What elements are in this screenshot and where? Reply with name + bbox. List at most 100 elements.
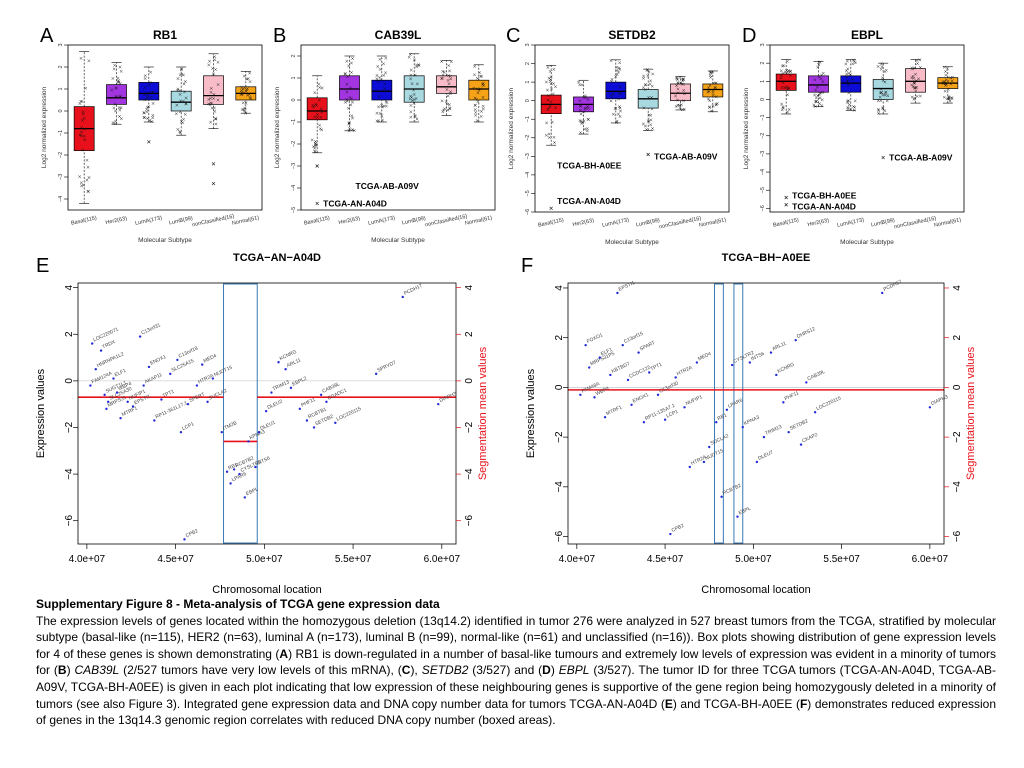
x-axis-label: Molecular Subtype [371,237,425,244]
sample-point [149,120,153,123]
caption-gene-d: EBPL [558,663,590,678]
sample-point [448,106,452,110]
sample-point [815,100,818,104]
sample-point [412,98,416,102]
sample-point [578,99,582,103]
sample-point [578,104,582,108]
sample-point [582,119,586,123]
gene-point [115,391,119,394]
sample-point [209,90,213,94]
sample-point [583,106,587,110]
sample-point [847,71,851,75]
sample-point [79,56,83,60]
sample-point [711,88,715,92]
sample-point [706,97,710,101]
sample-point [248,80,252,84]
sample-point [143,115,146,119]
scatter-tcga-bh-a0ee: TCGA−BH−A0EEFAM48AFOXO1MRPS31P5WBP4ELF1M… [525,252,977,596]
sample-point [82,116,86,120]
sample-point [87,176,91,179]
sample-point [585,127,589,131]
gene-point [179,430,183,434]
sample-point [579,112,583,116]
x-axis-label: Molecular Subtype [605,239,659,246]
sample-point [475,87,479,91]
y-tick-label: −6 [554,530,565,542]
sample-point [680,103,683,107]
sample-point [207,63,211,67]
gene-point [119,416,122,420]
sample-point [473,103,477,107]
outlier-point [211,162,216,166]
sample-point [944,78,948,82]
sample-point [114,119,118,123]
y-axis-label: Log2 normalized expression [41,86,48,168]
sample-point [375,111,379,115]
sample-point [413,58,416,62]
sample-point [683,92,686,96]
gene-point [105,407,108,411]
sample-point [647,96,651,99]
y-tick-label: 2 [760,62,766,65]
sample-point [246,93,250,97]
sample-point [375,74,379,77]
sample-point [179,68,183,72]
gene-point [720,495,723,498]
sample-point [449,60,453,64]
sample-point [143,86,147,90]
sample-point [316,113,319,117]
sample-point [151,113,155,117]
category-label: nonClassified(16) [659,216,702,231]
category-label: nonClassified(16) [192,214,235,229]
sample-point [116,80,120,84]
sample-point [779,69,783,73]
sample-point [446,102,450,106]
sample-point [845,72,849,76]
category-label: LumB(99) [636,218,661,229]
outlier-point [147,140,151,144]
sample-point [145,107,149,111]
y-tick-label: −2 [525,135,531,141]
y2-tick-label: 4 [464,284,475,290]
category-label: LumA(173) [368,215,396,227]
sample-point [142,93,146,97]
plot-frame [567,282,945,545]
gene-label: ENOX1 [632,392,650,405]
sample-point [243,106,247,110]
box-0 [775,73,797,91]
gene-point [715,421,718,424]
sample-point [714,81,718,85]
sample-point [619,109,622,113]
sample-point [446,94,450,98]
sample-point [345,90,349,94]
sample-point [554,85,557,89]
sample-point [910,83,914,87]
sample-point [178,89,182,93]
y-tick-label: 0 [760,98,766,101]
gene-point [106,400,110,404]
sample-point [547,106,551,110]
gene-point [254,465,257,469]
gene-point [243,496,247,499]
y-tick-label: 0 [554,384,565,390]
sample-point [350,97,353,101]
sample-point [311,103,315,107]
y-tick-label: −1 [760,114,766,120]
sample-point [86,165,90,169]
gene-point [881,291,884,295]
sample-point [413,114,417,117]
sample-point [678,75,682,79]
sample-point [345,82,349,86]
sample-point [348,96,352,100]
sample-point [480,74,483,78]
gene-point [730,363,734,367]
sample-point [409,103,413,107]
sample-point [681,78,685,82]
sample-point [546,108,550,112]
sample-point [476,100,480,104]
sample-point [647,70,651,74]
sample-point [911,67,914,71]
sample-point [651,72,655,76]
gene-point [401,295,404,299]
sample-point [708,83,712,87]
